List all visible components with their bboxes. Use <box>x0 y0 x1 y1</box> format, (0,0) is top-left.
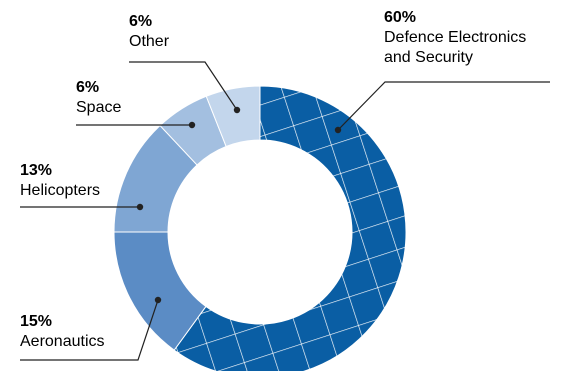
leader-line-other <box>129 61 238 111</box>
category-label-other: Other <box>129 33 170 50</box>
leader-dot-defence-electronics-and-security <box>334 126 342 134</box>
value-label-helicopters: 13% <box>20 162 52 179</box>
leader-dot-space <box>188 121 196 129</box>
category-label-space: Space <box>76 99 121 116</box>
category-label-defence-electronics-and-security-2: and Security <box>384 49 473 66</box>
leader-line-aeronautics <box>20 299 159 361</box>
leader-dot-helicopters <box>136 203 144 211</box>
value-label-space: 6% <box>76 79 99 96</box>
slice-other <box>205 85 261 148</box>
leader-dot-aeronautics <box>154 296 162 304</box>
category-label-aeronautics: Aeronautics <box>20 333 105 350</box>
leader-line-defence-electronics-and-security <box>337 81 550 131</box>
value-label-aeronautics: 15% <box>20 313 52 330</box>
leader-dot-other <box>233 106 241 114</box>
value-label-other: 6% <box>129 13 152 30</box>
value-label-defence-electronics-and-security: 60% <box>384 9 416 26</box>
slice-defence-electronics-and-security <box>173 85 407 371</box>
category-label-helicopters: Helicopters <box>20 182 100 199</box>
category-label-defence-electronics-and-security-1: Defence Electronics <box>384 29 526 46</box>
